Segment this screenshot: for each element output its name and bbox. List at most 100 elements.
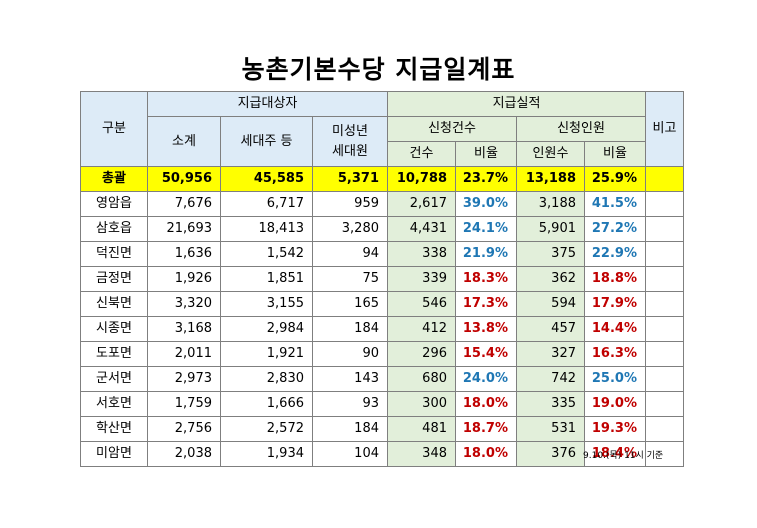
cell-people: 5,901 — [516, 216, 585, 242]
cell-household: 1,851 — [220, 266, 313, 292]
table-row: 덕진면 1,636 1,542 94 338 21.9% 375 22.9% — [80, 241, 684, 267]
cell-minor: 104 — [312, 441, 388, 467]
cell-case-rate: 18.3% — [455, 266, 517, 292]
header-case-rate: 비율 — [455, 141, 517, 167]
total-remarks — [645, 166, 684, 192]
cell-cases: 4,431 — [387, 216, 456, 242]
table-row: 삼호읍 21,693 18,413 3,280 4,431 24.1% 5,901 27.2% — [80, 216, 684, 242]
total-people-rate: 25.9% — [584, 166, 646, 192]
header-app-people: 신청인원 — [516, 116, 646, 142]
table-row: 영암읍 7,676 6,717 959 2,617 39.0% 3,188 41.5% — [80, 191, 684, 217]
cell-remarks — [645, 316, 684, 342]
cell-name: 신북면 — [80, 291, 148, 317]
cell-household: 1,934 — [220, 441, 313, 467]
cell-people: 457 — [516, 316, 585, 342]
cell-minor: 90 — [312, 341, 388, 367]
payment-table: 구분 지급대상자 지급실적 비고 소계 세대주 등 미성년 세대원 신청건수 신… — [80, 91, 684, 467]
table-row: 금정면 1,926 1,851 75 339 18.3% 362 18.8% — [80, 266, 684, 292]
total-cases: 10,788 — [387, 166, 456, 192]
cell-people: 335 — [516, 391, 585, 417]
cell-name: 삼호읍 — [80, 216, 148, 242]
cell-people-rate: 27.2% — [584, 216, 646, 242]
cell-remarks — [645, 391, 684, 417]
cell-subtotal: 1,926 — [147, 266, 221, 292]
cell-remarks — [645, 241, 684, 267]
cell-household: 1,542 — [220, 241, 313, 267]
header-cases: 건수 — [387, 141, 456, 167]
cell-minor: 184 — [312, 316, 388, 342]
cell-remarks — [645, 266, 684, 292]
header-minor-line2: 세대원 — [332, 143, 368, 159]
total-minor: 5,371 — [312, 166, 388, 192]
cell-case-rate: 15.4% — [455, 341, 517, 367]
cell-name: 덕진면 — [80, 241, 148, 267]
cell-case-rate: 13.8% — [455, 316, 517, 342]
cell-household: 2,984 — [220, 316, 313, 342]
cell-minor: 165 — [312, 291, 388, 317]
footer-note: 9.10.(목) 11시 기준 — [583, 451, 664, 461]
cell-minor: 93 — [312, 391, 388, 417]
cell-case-rate: 24.1% — [455, 216, 517, 242]
cell-case-rate: 17.3% — [455, 291, 517, 317]
cell-remarks — [645, 216, 684, 242]
cell-people-rate: 17.9% — [584, 291, 646, 317]
cell-subtotal: 2,756 — [147, 416, 221, 442]
cell-remarks — [645, 366, 684, 392]
cell-name: 금정면 — [80, 266, 148, 292]
cell-people: 594 — [516, 291, 585, 317]
cell-minor: 184 — [312, 416, 388, 442]
cell-name: 시종면 — [80, 316, 148, 342]
cell-name: 서호면 — [80, 391, 148, 417]
cell-people-rate: 25.0% — [584, 366, 646, 392]
cell-case-rate: 18.0% — [455, 441, 517, 467]
cell-household: 1,666 — [220, 391, 313, 417]
header-perf-group: 지급실적 — [387, 91, 646, 117]
cell-subtotal: 1,759 — [147, 391, 221, 417]
header-remarks: 비고 — [645, 91, 684, 167]
cell-people-rate: 18.4% — [584, 441, 646, 467]
cell-subtotal: 2,038 — [147, 441, 221, 467]
cell-people-rate: 14.4% — [584, 316, 646, 342]
cell-cases: 546 — [387, 291, 456, 317]
cell-name: 영암읍 — [80, 191, 148, 217]
header-people-rate: 비율 — [584, 141, 646, 167]
cell-cases: 348 — [387, 441, 456, 467]
cell-cases: 412 — [387, 316, 456, 342]
cell-remarks — [645, 341, 684, 367]
cell-name: 군서면 — [80, 366, 148, 392]
cell-household: 3,155 — [220, 291, 313, 317]
header-people: 인원수 — [516, 141, 585, 167]
cell-people: 376 — [516, 441, 585, 467]
cell-case-rate: 18.7% — [455, 416, 517, 442]
cell-subtotal: 3,168 — [147, 316, 221, 342]
cell-subtotal: 1,636 — [147, 241, 221, 267]
cell-remarks — [645, 291, 684, 317]
total-subtotal: 50,956 — [147, 166, 221, 192]
total-household: 45,585 — [220, 166, 313, 192]
cell-cases: 300 — [387, 391, 456, 417]
cell-minor: 143 — [312, 366, 388, 392]
table-row: 군서면 2,973 2,830 143 680 24.0% 742 25.0% — [80, 366, 684, 392]
header-app-cases: 신청건수 — [387, 116, 517, 142]
header-gubun: 구분 — [80, 91, 148, 167]
cell-people: 375 — [516, 241, 585, 267]
table-row: 서호면 1,759 1,666 93 300 18.0% 335 19.0% — [80, 391, 684, 417]
cell-minor: 94 — [312, 241, 388, 267]
table-row: 미암면 2,038 1,934 104 348 18.0% 376 18.4% — [80, 441, 684, 467]
cell-household: 1,921 — [220, 341, 313, 367]
cell-subtotal: 2,011 — [147, 341, 221, 367]
header-minor: 미성년 세대원 — [312, 116, 388, 167]
cell-name: 학산면 — [80, 416, 148, 442]
cell-remarks — [645, 191, 684, 217]
cell-household: 6,717 — [220, 191, 313, 217]
cell-people: 327 — [516, 341, 585, 367]
table-row: 시종면 3,168 2,984 184 412 13.8% 457 14.4% — [80, 316, 684, 342]
cell-people: 362 — [516, 266, 585, 292]
cell-people-rate: 22.9% — [584, 241, 646, 267]
cell-remarks — [645, 416, 684, 442]
cell-subtotal: 7,676 — [147, 191, 221, 217]
cell-subtotal: 3,320 — [147, 291, 221, 317]
table-row: 신북면 3,320 3,155 165 546 17.3% 594 17.9% — [80, 291, 684, 317]
cell-people-rate: 19.0% — [584, 391, 646, 417]
cell-case-rate: 39.0% — [455, 191, 517, 217]
